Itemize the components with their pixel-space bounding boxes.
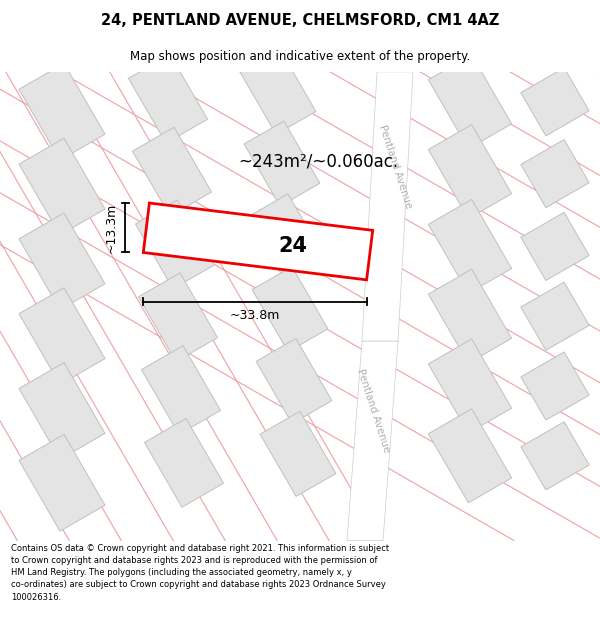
Text: ~33.8m: ~33.8m [230,309,280,322]
Polygon shape [428,199,512,293]
Polygon shape [521,422,589,490]
Polygon shape [19,63,105,160]
Polygon shape [244,121,320,206]
Polygon shape [521,68,589,136]
Polygon shape [143,203,373,280]
Polygon shape [428,55,512,149]
Text: Pentland Avenue: Pentland Avenue [377,124,413,210]
Polygon shape [145,419,224,508]
Polygon shape [428,269,512,363]
Text: ~243m²/~0.060ac.: ~243m²/~0.060ac. [238,152,398,171]
Polygon shape [19,138,105,235]
Polygon shape [362,72,413,341]
Polygon shape [19,213,105,310]
Polygon shape [256,339,332,424]
Polygon shape [347,341,398,541]
Polygon shape [521,352,589,420]
Polygon shape [428,339,512,433]
Polygon shape [240,49,316,134]
Text: Pentland Avenue: Pentland Avenue [355,368,391,454]
Text: Contains OS data © Crown copyright and database right 2021. This information is : Contains OS data © Crown copyright and d… [11,544,389,602]
Polygon shape [428,409,512,503]
Polygon shape [521,139,589,208]
Polygon shape [136,200,215,289]
Polygon shape [521,213,589,281]
Text: 24, PENTLAND AVENUE, CHELMSFORD, CM1 4AZ: 24, PENTLAND AVENUE, CHELMSFORD, CM1 4AZ [101,12,499,28]
Polygon shape [19,288,105,384]
Polygon shape [139,273,218,362]
Polygon shape [19,434,105,531]
Polygon shape [428,124,512,219]
Polygon shape [248,194,324,279]
Text: ~13.3m: ~13.3m [105,202,118,253]
Polygon shape [19,362,105,459]
Polygon shape [521,282,589,350]
Text: Map shows position and indicative extent of the property.: Map shows position and indicative extent… [130,49,470,62]
Polygon shape [252,267,328,352]
Polygon shape [128,54,208,143]
Polygon shape [260,411,336,496]
Polygon shape [142,346,221,434]
Text: 24: 24 [278,236,308,256]
Polygon shape [133,127,212,216]
